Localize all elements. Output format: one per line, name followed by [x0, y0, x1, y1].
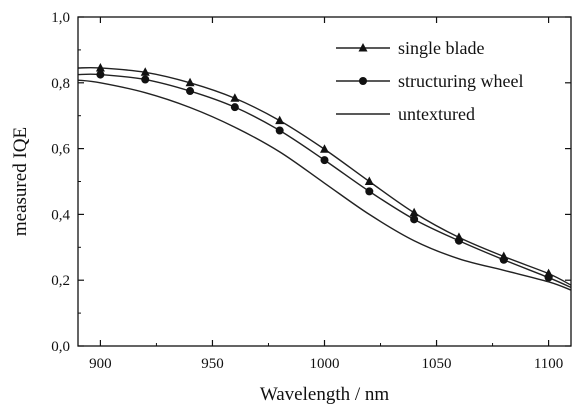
point-single-blade — [230, 93, 240, 102]
series-single-blade — [78, 62, 571, 286]
point-single-blade — [364, 176, 374, 185]
plot-frame — [77, 16, 572, 347]
legend-label-single-blade: single blade — [398, 38, 484, 58]
x-axis-label: Wavelength / nm — [260, 384, 390, 405]
point-structuring-wheel — [230, 103, 239, 112]
series-line-untextured — [78, 79, 571, 291]
point-structuring-wheel — [544, 273, 553, 282]
legend-entry-single-blade: single blade — [336, 38, 484, 58]
x-tick-label: 1100 — [534, 356, 563, 372]
point-single-blade — [95, 62, 105, 72]
series-structuring-wheel — [78, 70, 571, 289]
legend: single blade structuring wheel untextured — [336, 38, 523, 124]
point-structuring-wheel — [96, 70, 105, 79]
point-structuring-wheel — [275, 126, 284, 135]
x-tick-label: 950 — [201, 356, 224, 372]
point-structuring-wheel — [499, 255, 508, 264]
point-structuring-wheel — [410, 215, 419, 224]
point-structuring-wheel — [320, 156, 329, 165]
series-line-structuring-wheel — [78, 73, 571, 289]
y-axis-label: measured IQE — [10, 127, 31, 236]
point-structuring-wheel — [454, 236, 463, 245]
plot-layer — [78, 62, 571, 291]
point-single-blade — [140, 67, 150, 76]
point-structuring-wheel — [365, 187, 374, 196]
point-single-blade — [185, 77, 195, 87]
point-single-blade — [320, 144, 329, 153]
y-tick-label: 0,6 — [51, 142, 70, 158]
point-structuring-wheel — [186, 87, 195, 96]
x-tick-label: 900 — [89, 356, 112, 372]
point-structuring-wheel — [141, 75, 150, 84]
legend-marker-structuring-wheel — [359, 77, 367, 85]
y-tick-label: 0,8 — [51, 76, 70, 92]
y-tick-label: 1,0 — [51, 10, 70, 26]
legend-marker-single-blade — [358, 43, 368, 52]
point-single-blade — [275, 115, 285, 125]
y-tick-label: 0,0 — [51, 339, 70, 355]
y-tick-label: 0,4 — [51, 207, 70, 223]
x-tick-label: 1050 — [422, 356, 452, 372]
legend-label-untextured: untextured — [398, 104, 475, 124]
point-single-blade — [409, 207, 419, 217]
y-tick-label: 0,2 — [51, 273, 70, 289]
series-line-single-blade — [78, 66, 571, 286]
legend-entry-untextured: untextured — [336, 104, 475, 124]
series-untextured — [78, 79, 571, 291]
axes-layer: 900 950 1000 1050 1100 0,0 0,2 0,4 0,6 0,8 1,0 Wave… — [10, 10, 572, 405]
legend-label-structuring-wheel: structuring wheel — [398, 71, 523, 91]
x-tick-label: 1000 — [310, 356, 340, 372]
legend-entry-structuring-wheel: structuring wheel — [336, 71, 523, 91]
